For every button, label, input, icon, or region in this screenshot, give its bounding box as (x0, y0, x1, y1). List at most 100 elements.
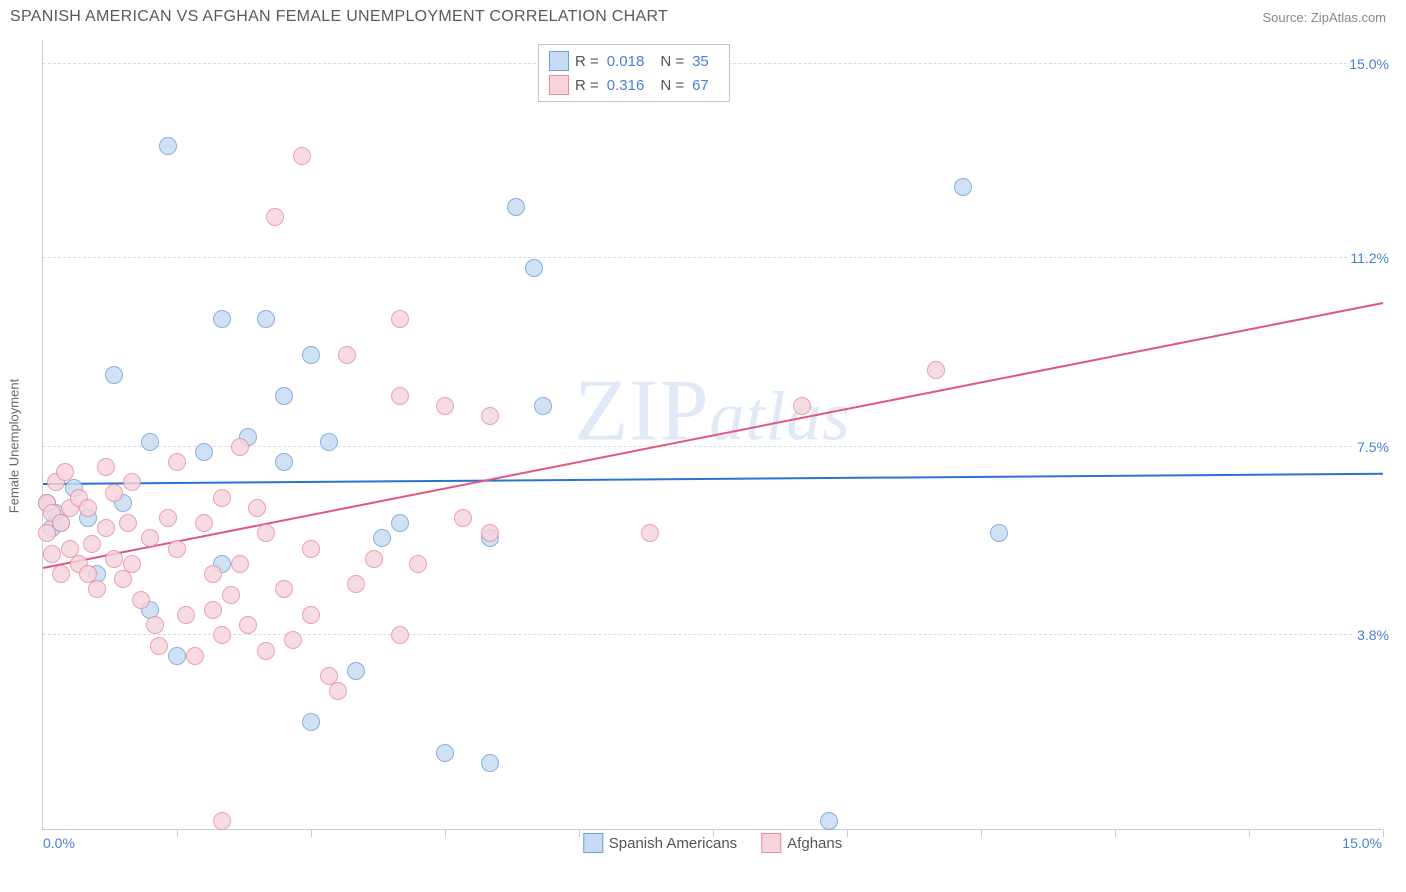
data-point (507, 198, 525, 216)
y-tick-label: 15.0% (1346, 56, 1392, 72)
legend-label: Afghans (787, 835, 842, 852)
data-point (391, 387, 409, 405)
data-point (275, 453, 293, 471)
data-point (52, 565, 70, 583)
data-point (409, 555, 427, 573)
data-point (52, 514, 70, 532)
data-point (83, 535, 101, 553)
data-point (141, 433, 159, 451)
data-point (391, 626, 409, 644)
data-point (231, 438, 249, 456)
data-point (177, 606, 195, 624)
data-point (338, 346, 356, 364)
x-tick (177, 829, 178, 837)
data-point (79, 499, 97, 517)
chart-title: SPANISH AMERICAN VS AFGHAN FEMALE UNEMPL… (10, 8, 668, 26)
x-tick (1383, 829, 1384, 837)
data-point (213, 812, 231, 830)
y-tick-label: 7.5% (1354, 439, 1392, 455)
data-point (436, 744, 454, 762)
n-label: N = (660, 53, 684, 70)
data-point (365, 550, 383, 568)
data-point (88, 580, 106, 598)
data-point (141, 529, 159, 547)
data-point (454, 509, 472, 527)
data-point (195, 443, 213, 461)
data-point (97, 458, 115, 476)
n-value: 67 (692, 77, 709, 94)
data-point (257, 524, 275, 542)
correlation-legend: R =0.018N =35R =0.316N =67 (538, 44, 730, 102)
data-point (132, 591, 150, 609)
data-point (373, 529, 391, 547)
data-point (204, 601, 222, 619)
data-point (150, 637, 168, 655)
data-point (793, 397, 811, 415)
y-tick-label: 3.8% (1354, 627, 1392, 643)
data-point (123, 473, 141, 491)
data-point (257, 310, 275, 328)
data-point (105, 366, 123, 384)
data-point (213, 489, 231, 507)
data-point (168, 453, 186, 471)
data-point (56, 463, 74, 481)
x-tick (311, 829, 312, 837)
data-point (231, 555, 249, 573)
data-point (213, 626, 231, 644)
data-point (275, 580, 293, 598)
legend-row: R =0.018N =35 (549, 49, 719, 73)
data-point (436, 397, 454, 415)
data-point (302, 606, 320, 624)
data-point (168, 540, 186, 558)
data-point (146, 616, 164, 634)
data-point (641, 524, 659, 542)
data-point (43, 545, 61, 563)
data-point (534, 397, 552, 415)
x-tick (1115, 829, 1116, 837)
x-tick (579, 829, 580, 837)
data-point (195, 514, 213, 532)
data-point (204, 565, 222, 583)
data-point (97, 519, 115, 537)
data-point (954, 178, 972, 196)
r-label: R = (575, 53, 599, 70)
series-legend: Spanish AmericansAfghans (583, 833, 842, 853)
x-tick (1249, 829, 1250, 837)
data-point (927, 361, 945, 379)
data-point (105, 484, 123, 502)
data-point (302, 346, 320, 364)
data-point (239, 616, 257, 634)
data-point (347, 575, 365, 593)
x-axis-min-label: 0.0% (43, 835, 75, 851)
y-tick-label: 11.2% (1347, 250, 1392, 266)
legend-item: Afghans (761, 833, 842, 853)
x-axis-max-label: 15.0% (1342, 835, 1382, 851)
data-point (481, 524, 499, 542)
data-point (222, 586, 240, 604)
n-label: N = (660, 77, 684, 94)
data-point (266, 208, 284, 226)
legend-swatch (761, 833, 781, 853)
source-label: Source: ZipAtlas.com (1262, 10, 1386, 25)
scatter-chart: ZIPatlas 0.0% 15.0% 3.8%7.5%11.2%15.0%R … (42, 40, 1382, 830)
data-point (525, 259, 543, 277)
data-point (105, 550, 123, 568)
legend-swatch (583, 833, 603, 853)
data-point (119, 514, 137, 532)
legend-row: R = 0.316 N = 67 (549, 73, 719, 97)
x-tick (445, 829, 446, 837)
data-point (213, 310, 231, 328)
r-value: 0.316 (607, 77, 645, 94)
data-point (302, 540, 320, 558)
data-point (168, 647, 186, 665)
data-point (391, 310, 409, 328)
n-value: 35 (692, 53, 709, 70)
data-point (159, 509, 177, 527)
data-point (248, 499, 266, 517)
trend-line (43, 473, 1383, 485)
legend-swatch (549, 51, 569, 71)
r-label: R = (575, 77, 599, 94)
data-point (481, 407, 499, 425)
data-point (329, 682, 347, 700)
data-point (186, 647, 204, 665)
